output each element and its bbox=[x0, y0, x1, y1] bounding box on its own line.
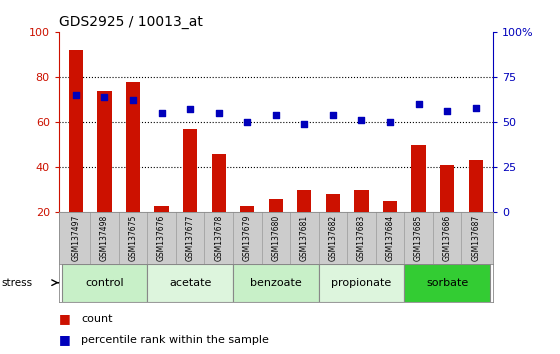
Point bbox=[385, 119, 394, 125]
Bar bbox=[126, 81, 140, 258]
Point bbox=[72, 92, 81, 98]
Text: GSM137684: GSM137684 bbox=[385, 215, 394, 261]
Point bbox=[271, 112, 280, 118]
Bar bbox=[469, 160, 483, 258]
Bar bbox=[383, 201, 397, 258]
Bar bbox=[297, 190, 311, 258]
Text: GSM137679: GSM137679 bbox=[242, 215, 252, 261]
Bar bbox=[440, 165, 454, 258]
Text: sorbate: sorbate bbox=[426, 278, 468, 288]
Point bbox=[471, 105, 480, 110]
Text: GDS2925 / 10013_at: GDS2925 / 10013_at bbox=[59, 16, 203, 29]
Point bbox=[186, 107, 195, 112]
Point bbox=[300, 121, 309, 127]
Text: benzoate: benzoate bbox=[250, 278, 302, 288]
Bar bbox=[233, 264, 319, 302]
Point bbox=[243, 119, 252, 125]
Bar bbox=[155, 206, 169, 258]
Text: GSM137680: GSM137680 bbox=[271, 215, 281, 261]
Text: count: count bbox=[81, 314, 113, 324]
Point bbox=[129, 98, 138, 103]
Bar bbox=[62, 264, 147, 302]
Bar bbox=[269, 199, 283, 258]
Text: GSM137677: GSM137677 bbox=[186, 215, 195, 261]
Text: GSM137497: GSM137497 bbox=[72, 215, 81, 261]
Bar bbox=[354, 190, 368, 258]
Text: ■: ■ bbox=[59, 312, 71, 325]
Text: percentile rank within the sample: percentile rank within the sample bbox=[81, 335, 269, 345]
Bar bbox=[183, 129, 197, 258]
Bar bbox=[404, 264, 490, 302]
Text: stress: stress bbox=[1, 278, 32, 288]
Text: propionate: propionate bbox=[332, 278, 391, 288]
Point bbox=[414, 101, 423, 107]
Text: GSM137687: GSM137687 bbox=[471, 215, 480, 261]
Text: GSM137675: GSM137675 bbox=[129, 215, 138, 261]
Text: GSM137678: GSM137678 bbox=[214, 215, 223, 261]
Text: ■: ■ bbox=[59, 333, 71, 346]
Point bbox=[157, 110, 166, 116]
Point bbox=[442, 108, 451, 114]
Text: GSM137498: GSM137498 bbox=[100, 215, 109, 261]
Bar bbox=[97, 91, 111, 258]
Point bbox=[100, 94, 109, 100]
Text: GSM137682: GSM137682 bbox=[328, 215, 338, 261]
Bar bbox=[412, 145, 426, 258]
Point bbox=[328, 112, 337, 118]
Point bbox=[214, 110, 223, 116]
Bar bbox=[69, 50, 83, 258]
Text: GSM137686: GSM137686 bbox=[442, 215, 451, 261]
Bar bbox=[212, 154, 226, 258]
Text: GSM137683: GSM137683 bbox=[357, 215, 366, 261]
Bar bbox=[147, 264, 233, 302]
Bar bbox=[319, 264, 404, 302]
Text: GSM137676: GSM137676 bbox=[157, 215, 166, 261]
Bar bbox=[240, 206, 254, 258]
Text: control: control bbox=[85, 278, 124, 288]
Bar bbox=[326, 194, 340, 258]
Point bbox=[357, 118, 366, 123]
Text: acetate: acetate bbox=[169, 278, 211, 288]
Text: GSM137685: GSM137685 bbox=[414, 215, 423, 261]
Text: GSM137681: GSM137681 bbox=[300, 215, 309, 261]
